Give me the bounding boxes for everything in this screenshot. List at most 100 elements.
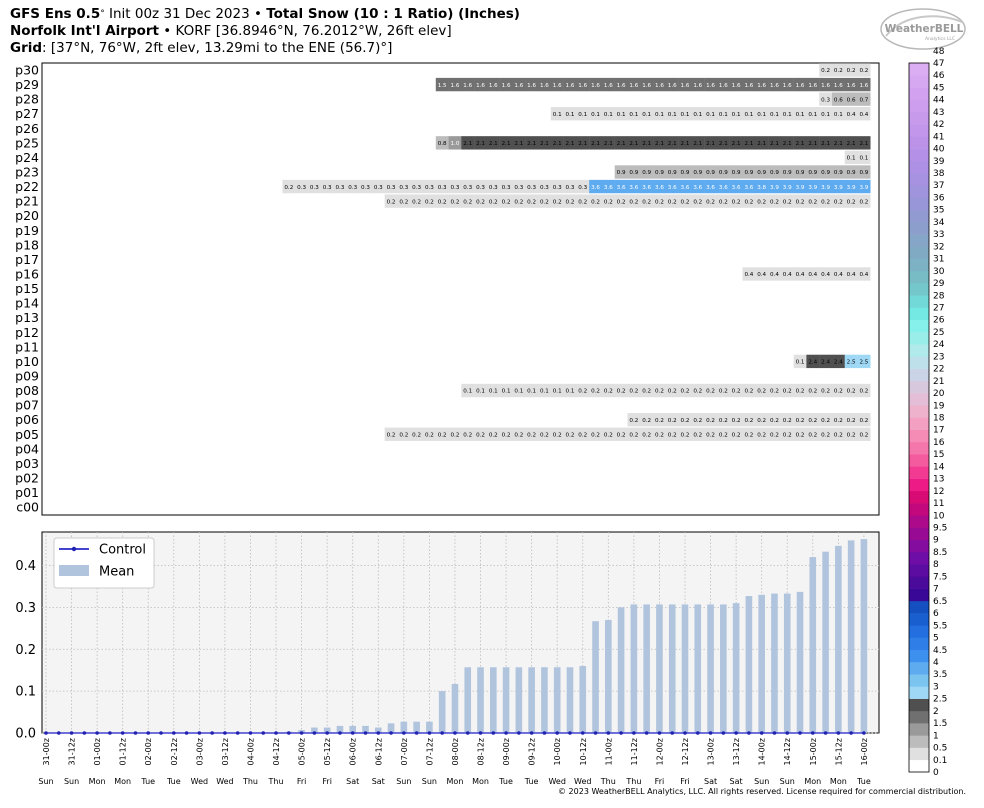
grid-cell-value: 2.4	[808, 360, 817, 366]
grid-cell-value: 2.1	[655, 141, 664, 147]
grid-cell	[691, 165, 705, 179]
grid-cell	[486, 77, 500, 92]
member-label-p02: p02	[15, 470, 39, 485]
grid-cell	[844, 92, 858, 106]
member-label-p24: p24	[15, 150, 39, 165]
grid-cell-value: 0.2	[770, 418, 779, 424]
grid-cell-value: 3.9	[796, 185, 805, 191]
grid-cell-value: 0.2	[540, 199, 549, 205]
grid-cell-value: 0.9	[783, 170, 792, 176]
grid-cell-value: 1.6	[706, 83, 715, 89]
grid-cell-value: 0.3	[310, 185, 319, 191]
grid-cell	[550, 179, 564, 194]
grid-cell	[448, 427, 462, 441]
grid-cell	[742, 165, 756, 179]
grid-cell	[576, 136, 590, 150]
grid-cell	[844, 179, 858, 194]
grid-cell-value: 0.3	[425, 185, 434, 191]
grid-cell-value: 3.6	[642, 185, 651, 191]
grid-cell	[857, 92, 871, 106]
grid-cell-value: 0.2	[706, 199, 715, 205]
grid-cell	[589, 77, 603, 92]
grid-cell-value: 0.2	[668, 199, 677, 205]
grid-cell	[806, 412, 820, 427]
grid-cell-value: 0.2	[412, 432, 421, 438]
grid-cell-value: 0.3	[514, 185, 523, 191]
grid-cell-value: 0.2	[463, 432, 472, 438]
grid-cell	[627, 427, 641, 441]
grid-cell-value: 0.3	[566, 185, 575, 191]
grid-cell-value: 0.2	[604, 389, 613, 395]
grid-cell-value: 3.9	[821, 185, 830, 191]
grid-cell-value: 0.4	[847, 112, 856, 118]
grid-cell-value: 0.2	[681, 418, 690, 424]
grid-cell	[729, 427, 743, 441]
grid-cell-value: 1.6	[629, 83, 638, 89]
member-label-p11: p11	[15, 339, 39, 354]
grid-cell-value: 0.2	[783, 389, 792, 395]
grid-cell-value: 1.6	[527, 83, 536, 89]
grid-cell-value: 0.2	[463, 199, 472, 205]
grid-cell-value: 3.6	[617, 185, 626, 191]
grid-cell	[755, 179, 769, 194]
grid-cell	[780, 179, 794, 194]
grid-cell-value: 0.2	[796, 432, 805, 438]
grid-cell-value: 0.2	[847, 389, 856, 395]
grid-cell	[384, 427, 398, 441]
grid-cell	[691, 383, 705, 398]
grid-cell	[474, 427, 488, 441]
grid-cell-value: 0.1	[655, 112, 664, 118]
grid-cell	[806, 136, 820, 150]
grid-cell	[614, 165, 628, 179]
grid-cell	[550, 383, 564, 398]
grid-cell	[755, 165, 769, 179]
member-label-p28: p28	[15, 92, 39, 107]
grid-cell-value: 0.1	[527, 389, 536, 395]
grid-cell	[474, 194, 488, 208]
grid-cell-value: 1.6	[476, 83, 485, 89]
grid-cell	[614, 136, 628, 150]
member-label-p14: p14	[15, 296, 39, 311]
grid-cell-value: 0.2	[796, 199, 805, 205]
grid-cell-value: 0.2	[821, 432, 830, 438]
grid-cell	[563, 383, 577, 398]
grid-cell-value: 0.2	[834, 418, 843, 424]
grid-cell	[512, 427, 526, 441]
grid-cell	[614, 427, 628, 441]
grid-cell-value: 2.1	[463, 141, 472, 147]
grid-cell	[742, 383, 756, 398]
grid-cell-value: 0.9	[642, 170, 651, 176]
grid-cell	[499, 427, 513, 441]
grid-cell-value: 2.1	[617, 141, 626, 147]
grid-cell-value: 0.9	[655, 170, 664, 176]
grid-cell	[729, 412, 743, 427]
grid-cell-value: 0.2	[783, 418, 792, 424]
grid-cell	[857, 150, 871, 165]
grid-cell-value: 0.2	[834, 432, 843, 438]
grid-cell-value: 0.2	[693, 199, 702, 205]
grid-cell	[627, 77, 641, 92]
grid-cell-value: 0.2	[451, 199, 460, 205]
grid-cell-value: 0.1	[502, 389, 511, 395]
grid-cell-value: 1.0	[451, 141, 460, 147]
grid-cell	[474, 77, 488, 92]
grid-cell	[844, 427, 858, 441]
grid-cell	[614, 179, 628, 194]
grid-cell-value: 0.2	[438, 432, 447, 438]
grid-cell-value: 0.3	[387, 185, 396, 191]
grid-cell	[819, 77, 833, 92]
grid-cell	[755, 136, 769, 150]
grid-cell-value: 0.2	[732, 199, 741, 205]
grid-cell	[525, 427, 539, 441]
grid-cell	[499, 194, 513, 208]
grid-cell	[576, 107, 590, 121]
grid-cell	[793, 179, 807, 194]
grid-cell	[576, 77, 590, 92]
grid-cell-value: 0.2	[399, 432, 408, 438]
grid-cell	[780, 136, 794, 150]
header-line-2: Norfolk Int'l Airport • KORF [36.8946°N,…	[10, 23, 452, 40]
grid-cell	[768, 412, 782, 427]
grid-cell	[563, 136, 577, 150]
grid-cell	[384, 179, 398, 194]
grid-cell	[627, 136, 641, 150]
